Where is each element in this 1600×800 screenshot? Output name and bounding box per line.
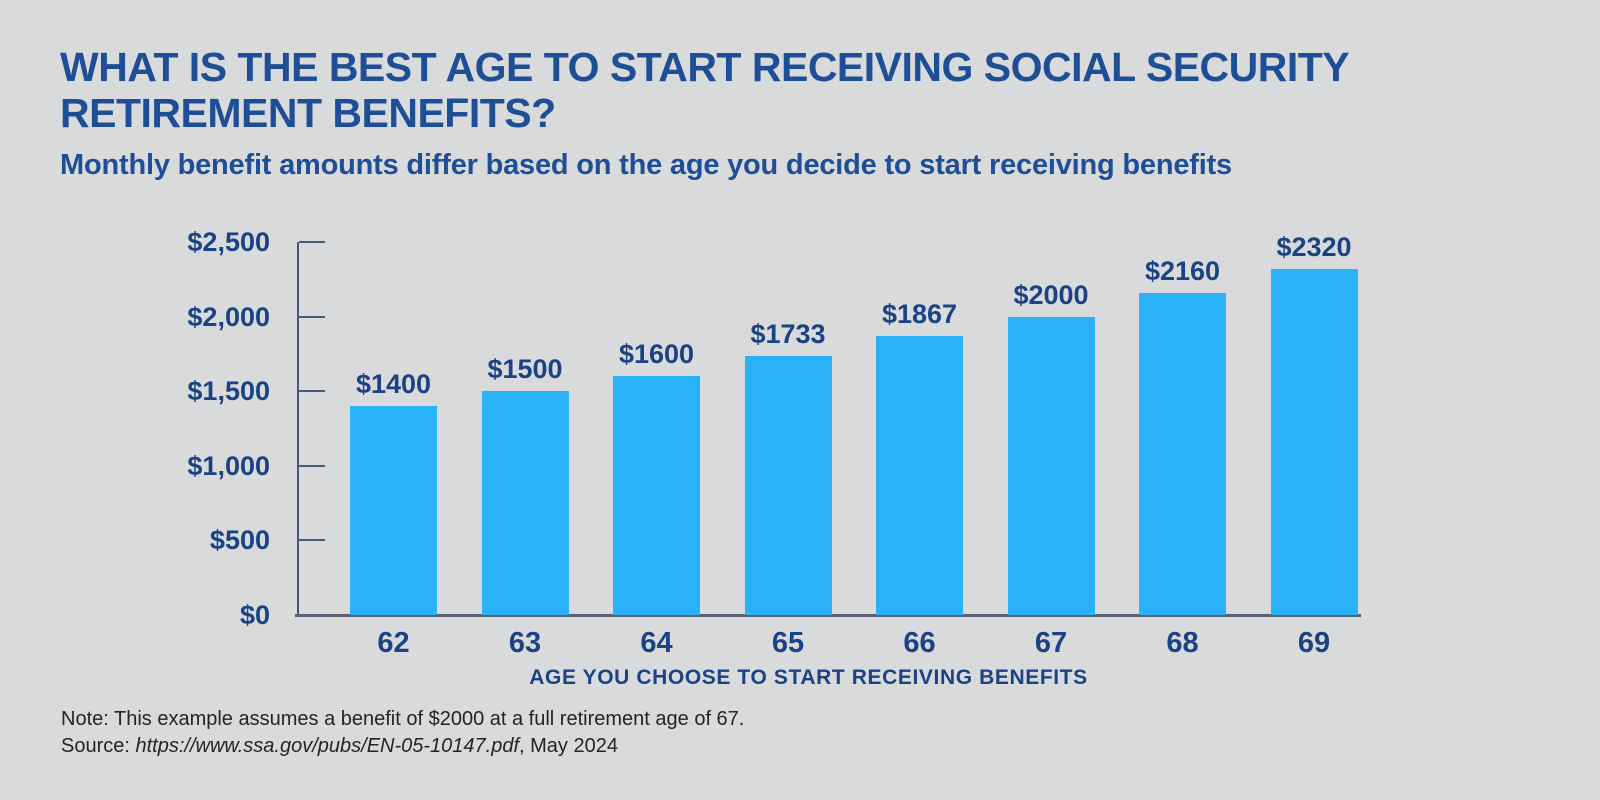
x-tick-label: 65	[771, 627, 805, 659]
bar-value-label: $1733	[750, 319, 826, 349]
bar-value-label: $1867	[881, 299, 958, 329]
bar-value-label: $1600	[618, 339, 695, 369]
y-tick-label: $2,000	[187, 301, 270, 332]
page-title-line-1: WHAT IS THE BEST AGE TO START RECEIVING …	[60, 44, 1350, 90]
y-tick-mark	[299, 464, 325, 467]
bar	[744, 356, 832, 615]
source-url: https://www.ssa.gov/pubs/EN-05-10147.pdf	[135, 735, 520, 757]
x-tick-label: 67	[1034, 627, 1068, 659]
note-text: Note: This example assumes a benefit of …	[61, 708, 745, 730]
y-tick-label: $1,500	[187, 376, 270, 407]
bar	[1007, 317, 1095, 615]
bar	[613, 376, 700, 615]
source-suffix: , May 2024	[519, 735, 618, 757]
source-text: Source: https://www.ssa.gov/pubs/EN-05-1…	[61, 733, 744, 760]
y-tick-label: $0	[239, 600, 270, 630]
x-axis-line	[295, 614, 1361, 617]
y-tick-label: $2,500	[187, 227, 270, 257]
bar	[876, 336, 963, 615]
bar-value-label: $1500	[487, 354, 563, 384]
page-title-line-2: RETIREMENT BENEFITS?	[60, 90, 556, 136]
bar	[481, 391, 569, 615]
bar	[1139, 293, 1226, 615]
bar-value-label: $1400	[355, 369, 432, 399]
y-tick-label: $500	[209, 525, 270, 556]
x-tick-label: 68	[1166, 627, 1199, 659]
source-prefix: Source:	[61, 735, 136, 757]
y-tick-mark	[299, 539, 325, 542]
x-tick-label: 69	[1297, 627, 1331, 659]
bar-value-label: $2320	[1276, 232, 1352, 262]
footnotes: Note: This example assumes a benefit of …	[61, 706, 744, 760]
x-tick-label: 64	[640, 627, 673, 659]
y-axis-line	[297, 242, 299, 616]
x-tick-label: 63	[508, 627, 542, 659]
bar-value-label: $2160	[1144, 256, 1221, 286]
bar-value-label: $2000	[1013, 280, 1089, 310]
page-subtitle: Monthly benefit amounts differ based on …	[60, 149, 1232, 181]
y-tick-mark	[299, 241, 325, 243]
y-tick-mark	[299, 390, 325, 393]
y-tick-label: $1,000	[187, 450, 270, 481]
bar	[1270, 269, 1358, 615]
x-axis-title: AGE YOU CHOOSE TO START RECEIVING BENEFI…	[529, 666, 1088, 689]
x-tick-label: 66	[903, 627, 936, 659]
page-title: WHAT IS THE BEST AGE TO START RECEIVING …	[60, 44, 1350, 136]
bar	[350, 406, 437, 615]
x-tick-label: 62	[377, 627, 410, 659]
y-tick-mark	[299, 315, 325, 318]
